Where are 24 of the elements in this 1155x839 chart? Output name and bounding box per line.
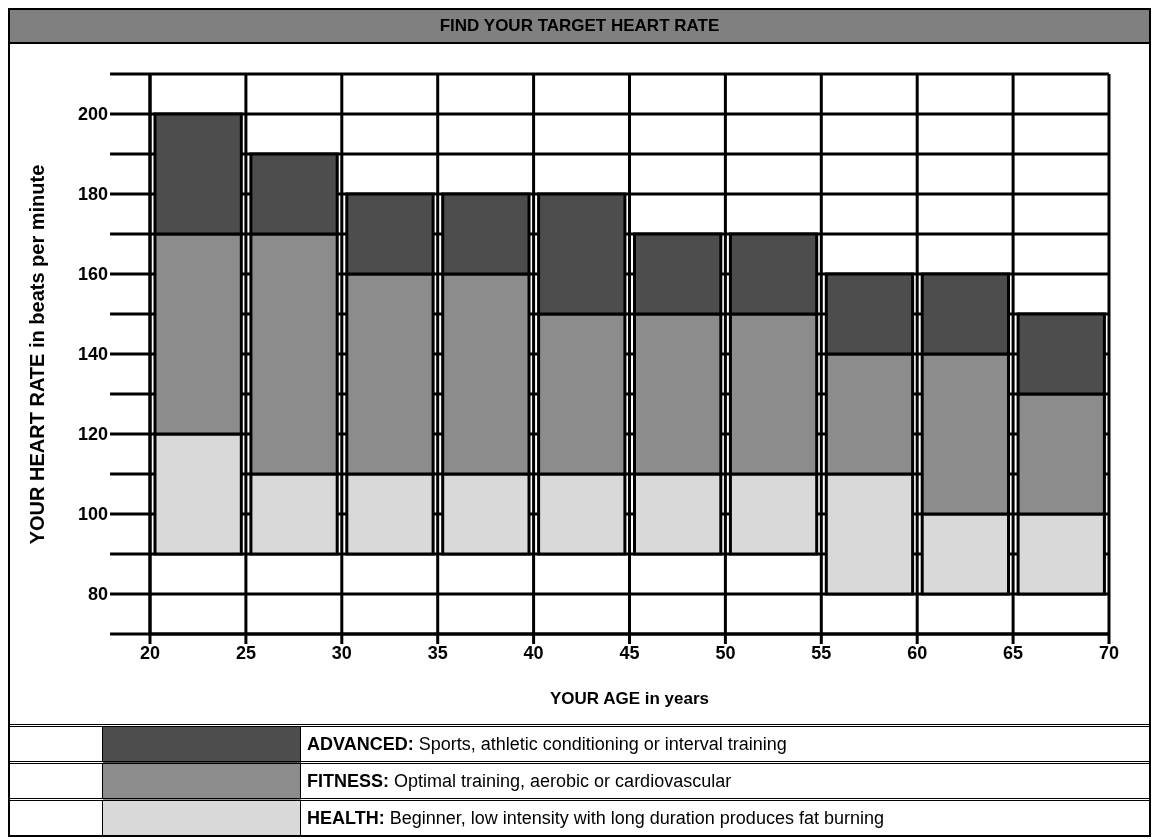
y-tick-label: 200: [77, 104, 108, 125]
x-axis-title: YOUR AGE in years: [549, 689, 710, 708]
x-tick-label: 30: [331, 642, 352, 663]
x-tick-label: 45: [619, 642, 640, 663]
x-tick-label: 65: [1003, 642, 1024, 663]
x-tick-label: 20: [139, 642, 161, 663]
x-tick-label: 40: [523, 642, 544, 663]
y-axis-title: YOUR HEART RATE in beats per minute: [26, 164, 50, 544]
x-tick-label: 70: [1098, 642, 1120, 663]
chart-title: FIND YOUR TARGET HEART RATE: [10, 10, 1149, 44]
y-tick-label: 100: [77, 504, 108, 525]
y-tick-label: 120: [77, 424, 108, 445]
y-tick-label: 160: [77, 264, 108, 285]
legend-label: FITNESS: Optimal training, aerobic or cardiovascular: [306, 769, 733, 793]
legend-label: ADVANCED: Sports, athletic conditioning or interval training: [306, 732, 788, 756]
legend-label: HEALTH: Beginner, low intensity with long duration produces fat burning: [306, 806, 885, 830]
x-tick-label: 50: [715, 642, 736, 663]
y-tick-label: 180: [77, 184, 108, 205]
x-tick-label: 25: [235, 642, 256, 663]
y-tick-label: 140: [77, 344, 108, 365]
y-tick-label: 80: [87, 584, 108, 605]
x-tick-label: 35: [427, 642, 448, 663]
x-tick-label: 55: [811, 642, 832, 663]
x-tick-label: 60: [907, 642, 928, 663]
